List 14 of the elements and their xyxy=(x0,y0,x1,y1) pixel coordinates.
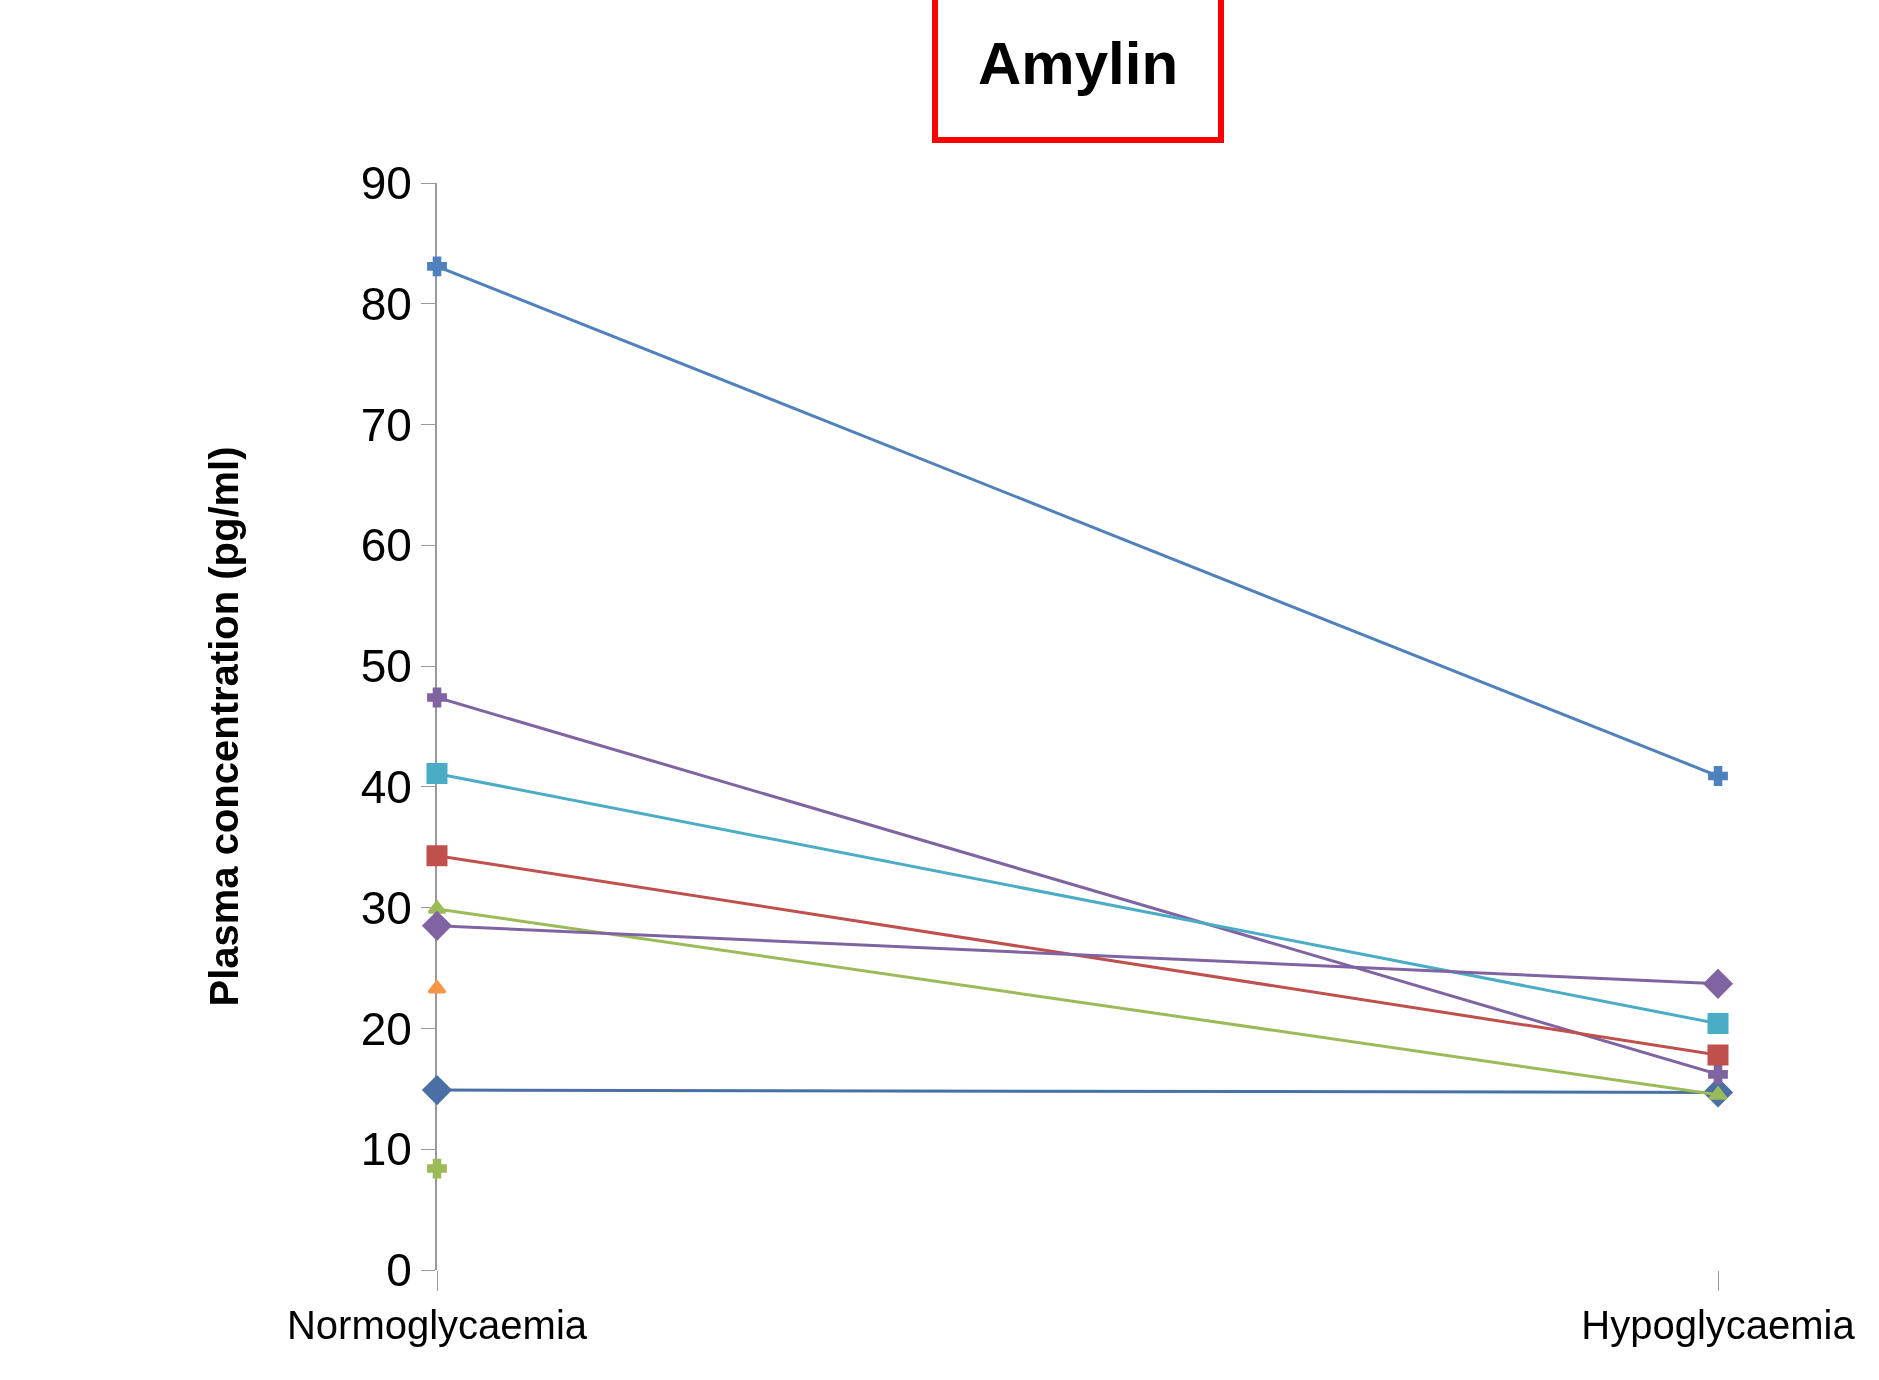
x-tick-label: Normoglycaemia xyxy=(286,1303,588,1347)
y-tick-label: 90 xyxy=(360,157,412,210)
y-tick-label: 40 xyxy=(360,760,412,813)
y-tick-label: 50 xyxy=(360,640,412,693)
y-tick-label: 70 xyxy=(360,398,412,451)
y-tick-label: 80 xyxy=(360,277,412,330)
y-tick-label: 0 xyxy=(386,1244,412,1297)
x-tick-label: Hypoglycaemia xyxy=(1581,1303,1856,1347)
y-tick-label: 30 xyxy=(360,881,412,934)
y-tick-label: 10 xyxy=(360,1123,412,1176)
y-axis-title: Plasma concentration (pg/ml) xyxy=(201,446,246,1007)
y-tick-label: 60 xyxy=(360,519,412,572)
y-tick-label: 20 xyxy=(360,1002,412,1055)
chart-title: Amylin xyxy=(978,30,1179,97)
